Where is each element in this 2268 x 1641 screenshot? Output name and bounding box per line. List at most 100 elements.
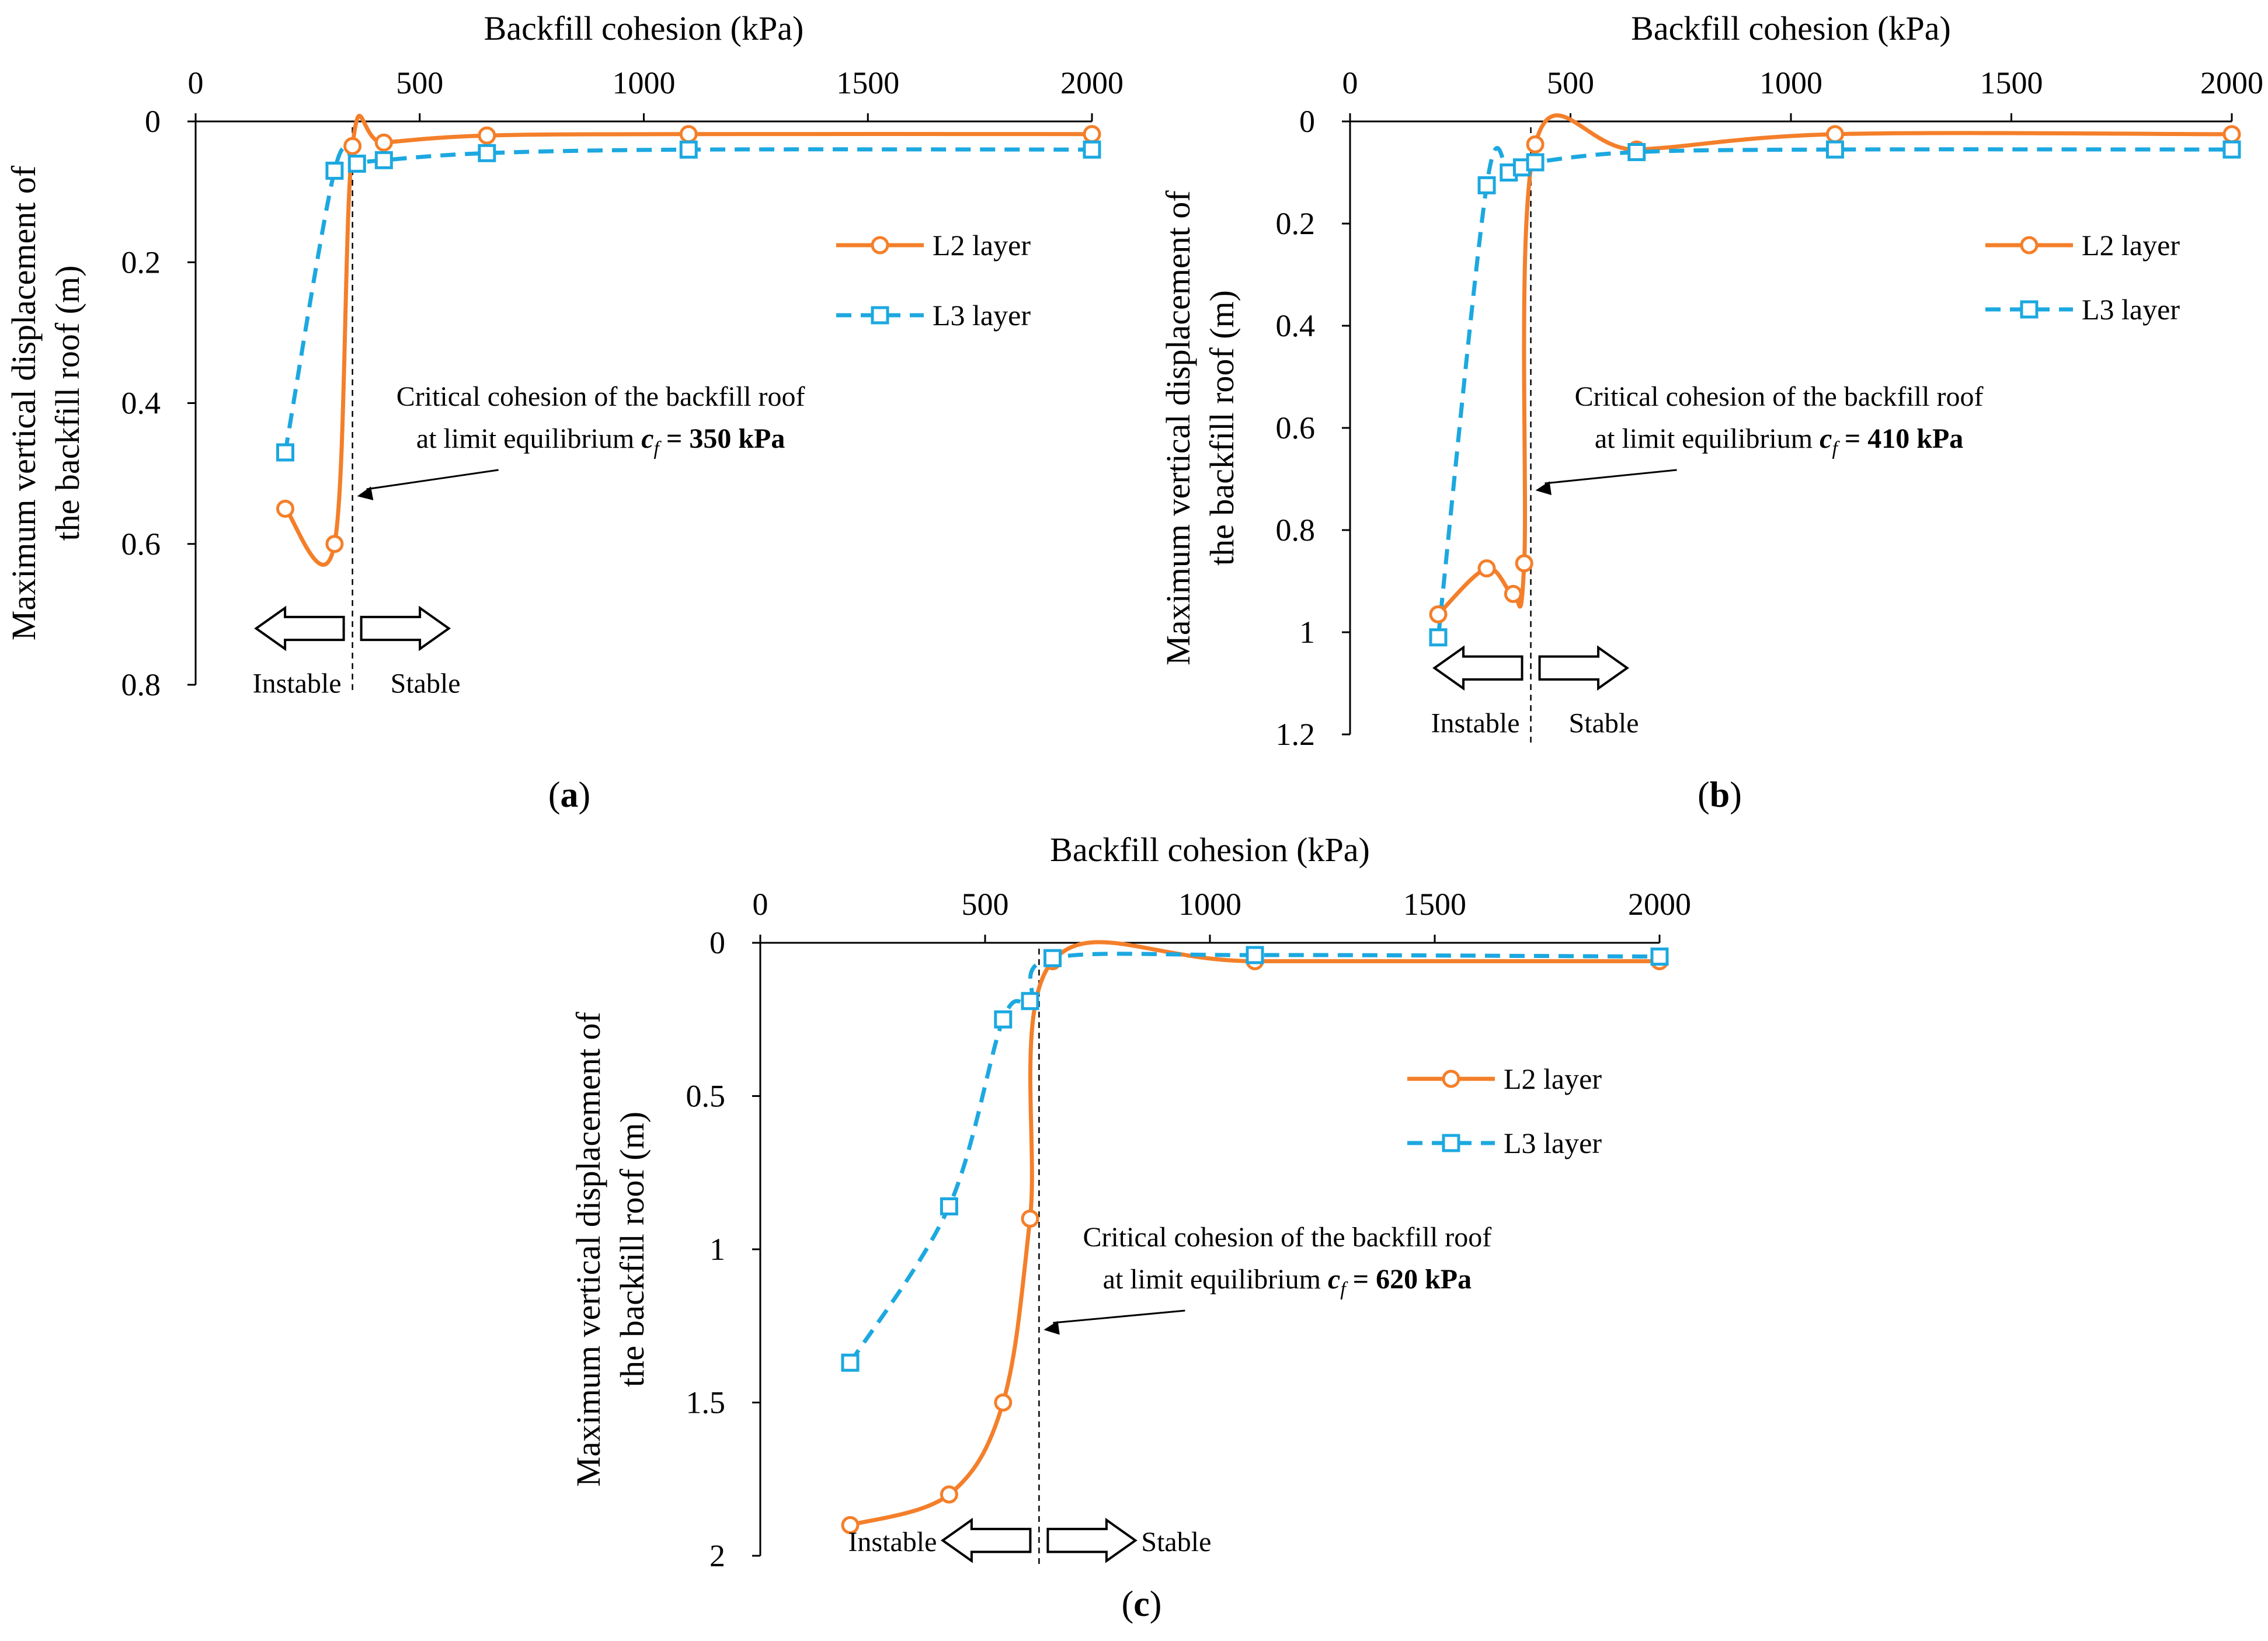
annotation-pointer-head — [1535, 481, 1552, 496]
data-point-l2 — [940, 1485, 958, 1504]
data-point-l2 — [478, 126, 496, 145]
annotation-value: = 620 kPa — [1346, 1264, 1472, 1295]
y-tick-label: 0.2 — [121, 245, 161, 280]
data-point-l2 — [374, 133, 393, 152]
annotation-pointer-head — [1043, 1321, 1060, 1335]
data-point-l2 — [1083, 125, 1101, 144]
annotation-line1: Critical cohesion of the backfill roof — [1575, 381, 1984, 412]
data-point-l2 — [994, 1393, 1013, 1412]
legend-label-l3: L3 layer — [933, 299, 1031, 332]
chart-panel-c: 0 500 1000 1500 2000 0 0.5 1 1.5 2 Backfill cohesi… — [569, 831, 1691, 1624]
data-point-l3 — [1650, 947, 1669, 966]
annotation-pointer — [1053, 1309, 1185, 1324]
x-tick-label: 500 — [962, 887, 1009, 922]
y-tick-label: 0 — [145, 104, 161, 139]
data-point-l2 — [1526, 135, 1545, 154]
annotation-value: = 410 kPa — [1838, 423, 1963, 454]
y-axis-title-line2: the backfill roof (m) — [1203, 290, 1241, 566]
panel-label-close: ) — [579, 775, 591, 815]
data-point-l3 — [478, 144, 496, 162]
chart-panel-b: 0 500 1000 1500 2000 0 0.2 0.4 0.6 0.8 1 1.2 Backfil… — [1159, 9, 2263, 815]
data-point-l2 — [1515, 554, 1533, 573]
y-tick-label: 0.6 — [121, 527, 161, 562]
x-tick-label: 2000 — [1628, 887, 1691, 922]
x-tick-label: 500 — [1547, 65, 1594, 100]
data-point-l3 — [994, 1010, 1013, 1029]
legend-label-l3: L3 layer — [1504, 1127, 1602, 1159]
annotation-line2: at limit equilibrium cf = 410 kPa — [1595, 423, 1963, 459]
annotation-line2: at limit equilibrium cf = 350 kPa — [416, 423, 785, 459]
stable-arrow — [1046, 1517, 1138, 1563]
x-tick-label: 1000 — [1759, 65, 1822, 100]
x-tick-label: 1000 — [613, 65, 676, 100]
x-tick-label: 2000 — [2200, 65, 2263, 100]
data-point-l3 — [1246, 946, 1264, 964]
data-point-l2 — [1021, 1210, 1039, 1228]
x-tick-label: 0 — [188, 65, 204, 100]
annotation-prefix: at limit equilibrium — [416, 423, 641, 454]
y-tick-label: 1 — [709, 1232, 725, 1267]
legend-label-l2: L2 layer — [933, 229, 1031, 262]
legend-marker-l2 — [2020, 236, 2039, 255]
data-point-l3 — [2222, 140, 2241, 159]
data-point-l3 — [841, 1353, 860, 1372]
y-tick-label: 1.2 — [1276, 717, 1316, 752]
panel-label-open: ( — [1122, 1584, 1134, 1624]
legend-marker-l3 — [2020, 300, 2039, 319]
label-instable: Instable — [848, 1527, 937, 1558]
x-tick-label: 1000 — [1178, 887, 1241, 922]
panel-label: (c) — [1122, 1584, 1162, 1624]
panel-label-open: ( — [548, 775, 561, 815]
y-axis-title-line1: Maximum vertical displacement of — [1159, 190, 1197, 666]
y-tick-label: 0.2 — [1276, 206, 1316, 241]
panel-label-letter: c — [1133, 1584, 1150, 1624]
annotation-variable: c — [1820, 423, 1832, 454]
annotation-pointer — [1545, 469, 1677, 485]
annotation-prefix: at limit equilibrium — [1103, 1264, 1328, 1295]
x-tick-label: 2000 — [1060, 65, 1123, 100]
legend-marker-l2 — [871, 236, 889, 255]
y-tick-label: 1.5 — [686, 1385, 726, 1420]
data-point-l3 — [679, 140, 698, 159]
legend-label-l2: L2 layer — [2082, 229, 2180, 262]
y-tick-label: 0 — [1299, 104, 1315, 139]
panel-label: (b) — [1697, 775, 1742, 815]
x-axis-title: Backfill cohesion (kPa) — [1050, 831, 1370, 869]
label-stable: Stable — [1569, 708, 1639, 738]
y-tick-label: 0.4 — [1276, 308, 1316, 343]
instable-arrow — [940, 1517, 1032, 1563]
label-instable: Instable — [253, 668, 342, 699]
data-point-l2 — [679, 125, 698, 144]
panel-label-letter: b — [1710, 775, 1730, 815]
label-stable: Stable — [391, 668, 461, 699]
annotation-pointer-head — [357, 486, 374, 501]
y-axis-title-line1: Maximum vertical displacement of — [569, 1012, 607, 1487]
data-point-l2 — [276, 499, 294, 518]
y-tick-label: 0.6 — [1276, 410, 1316, 445]
data-point-l2 — [343, 137, 362, 155]
data-point-l3 — [1826, 140, 1844, 159]
panel-label: (a) — [548, 775, 590, 815]
legend-label-l3: L3 layer — [2082, 293, 2180, 326]
panel-label-close: ) — [1150, 1584, 1162, 1624]
label-stable: Stable — [1141, 1527, 1211, 1558]
panel-label-letter: a — [561, 775, 579, 815]
x-tick-label: 500 — [396, 65, 443, 100]
series-line-l2 — [283, 113, 1093, 567]
series-line-l3 — [283, 145, 1093, 453]
x-tick-label: 1500 — [1403, 887, 1466, 922]
data-point-l2 — [1429, 605, 1448, 623]
data-point-l2 — [1477, 559, 1496, 578]
stable-arrow — [360, 605, 451, 651]
y-axis-title-line1: Maximum vertical displacement of — [5, 165, 43, 640]
x-tick-label: 1500 — [1980, 65, 2043, 100]
annotation-value: = 350 kPa — [659, 423, 785, 454]
data-point-l3 — [1083, 140, 1101, 159]
data-point-l2 — [841, 1516, 860, 1534]
data-point-l3 — [325, 161, 344, 180]
series-line-l2 — [1436, 113, 2232, 616]
y-tick-label: 2 — [709, 1538, 725, 1573]
y-tick-label: 0.8 — [121, 667, 161, 702]
y-axis-title-line2: the backfill roof (m) — [613, 1112, 651, 1387]
